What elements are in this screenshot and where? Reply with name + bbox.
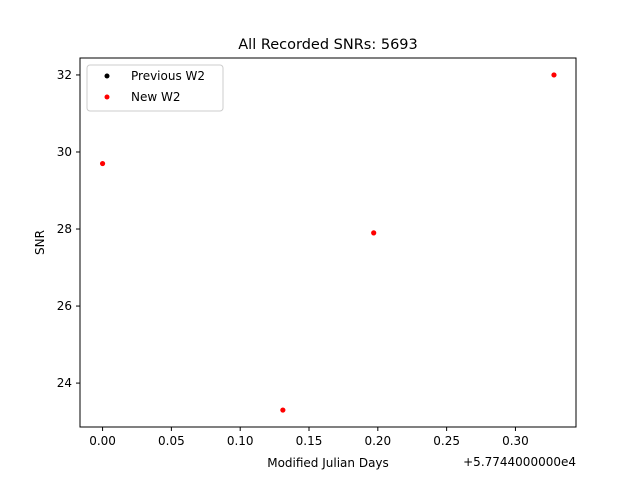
y-axis: 24 26 28 30 32 bbox=[57, 68, 80, 390]
x-tick-label: 0.15 bbox=[296, 434, 323, 448]
y-tick-label: 28 bbox=[57, 222, 72, 236]
x-tick-label: 0.25 bbox=[433, 434, 460, 448]
x-tick-label: 0.05 bbox=[158, 434, 185, 448]
chart-title: All Recorded SNRs: 5693 bbox=[238, 37, 418, 53]
legend-label-previous-w2: Previous W2 bbox=[131, 69, 205, 83]
x-axis-label: Modified Julian Days bbox=[267, 456, 389, 470]
x-axis: 0.00 0.05 0.10 0.15 0.20 0.25 0.30 bbox=[89, 427, 529, 448]
legend: Previous W2 New W2 bbox=[86, 64, 224, 112]
data-point-new-w2 bbox=[280, 407, 286, 413]
x-tick-label: 0.20 bbox=[364, 434, 391, 448]
data-point-new-w2 bbox=[371, 230, 377, 236]
legend-label-new-w2: New W2 bbox=[131, 90, 181, 104]
y-tick-label: 32 bbox=[57, 68, 72, 82]
data-point-new-w2 bbox=[551, 72, 557, 78]
x-tick-label: 0.00 bbox=[89, 434, 116, 448]
y-tick-label: 30 bbox=[57, 145, 72, 159]
axes-frame bbox=[79, 57, 577, 428]
legend-marker-previous-w2 bbox=[104, 73, 110, 79]
y-tick-label: 24 bbox=[57, 376, 72, 390]
legend-marker-new-w2 bbox=[104, 94, 110, 100]
x-tick-label: 0.10 bbox=[227, 434, 254, 448]
plot-area bbox=[99, 72, 557, 413]
y-axis-label: SNR bbox=[33, 230, 47, 255]
x-axis-offset-label: +5.7744000000e4 bbox=[463, 455, 576, 469]
legend-box bbox=[86, 64, 224, 112]
y-tick-label: 26 bbox=[57, 299, 72, 313]
x-tick-label: 0.30 bbox=[502, 434, 529, 448]
data-point-new-w2 bbox=[99, 160, 106, 167]
